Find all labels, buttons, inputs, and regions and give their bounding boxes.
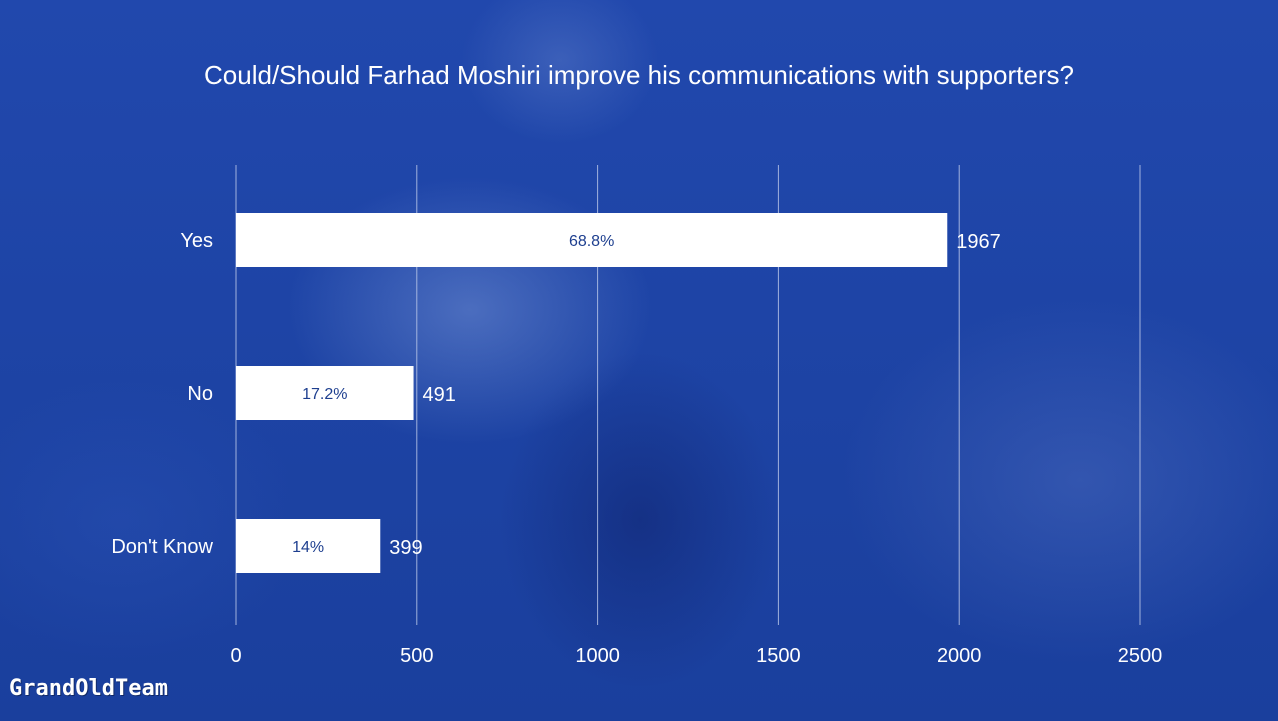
value-label: 399: [389, 537, 422, 559]
x-tick-label: 2000: [937, 645, 982, 667]
x-tick-label: 2500: [1118, 645, 1163, 667]
percent-label: 17.2%: [302, 386, 347, 403]
percent-label: 14%: [292, 539, 324, 556]
bar-don-t-know: [236, 519, 381, 573]
x-tick-label: 500: [400, 645, 433, 667]
bar-yes: [236, 213, 948, 267]
percent-label: 68.8%: [569, 233, 614, 250]
chart-title: Could/Should Farhad Moshiri improve his …: [204, 60, 1074, 90]
value-label: 491: [423, 384, 456, 406]
x-tick-label: 0: [230, 645, 241, 667]
x-tick-label: 1000: [575, 645, 620, 667]
grandoldteam-logo: GrandOldTeam: [9, 676, 168, 701]
category-label: No: [187, 383, 213, 405]
category-label: Yes: [180, 230, 213, 252]
bar-no: [236, 366, 414, 420]
x-tick-label: 1500: [756, 645, 801, 667]
value-label: 1967: [956, 231, 1001, 253]
category-label: Don't Know: [111, 536, 213, 558]
